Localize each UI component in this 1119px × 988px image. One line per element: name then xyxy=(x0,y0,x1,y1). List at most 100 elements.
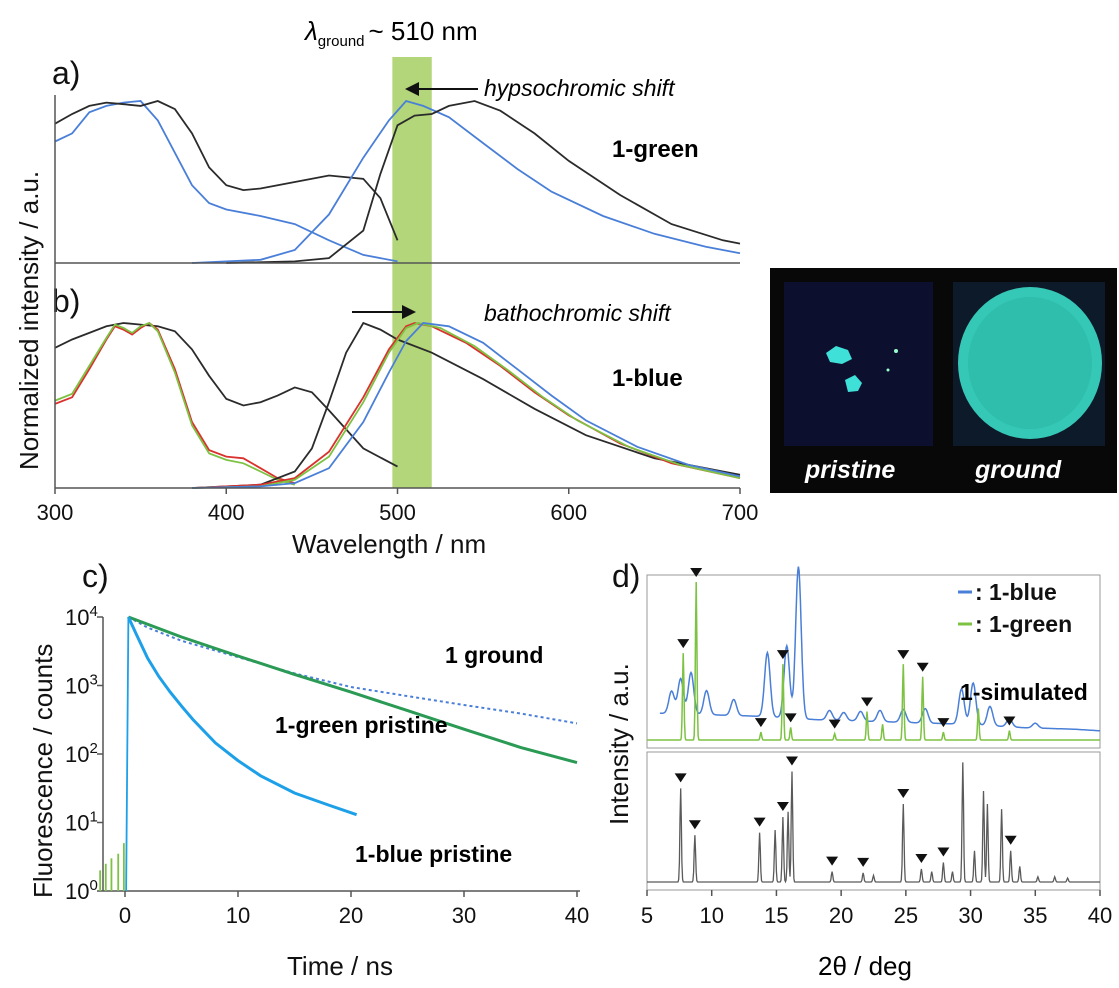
panel-d-top-marker xyxy=(937,718,950,728)
panel-c-series-2 xyxy=(127,616,358,817)
panel-d-top-frame xyxy=(646,574,1101,749)
panel-b-xtick-label: 700 xyxy=(722,500,759,525)
panel-b-xtick-label: 500 xyxy=(379,500,416,525)
bathochromic-label: bathochromic shift xyxy=(484,300,672,326)
panel-b-curve-4 xyxy=(191,322,741,489)
panel-a-label: a) xyxy=(52,55,80,91)
panel-c-rise xyxy=(125,616,130,892)
panel-d-top-marker xyxy=(754,718,767,728)
label-1-blue-pristine: 1-blue pristine xyxy=(355,841,512,867)
lambda-ground-annotation: λground ~ 510 nm xyxy=(303,16,478,50)
panel-d-label: d) xyxy=(612,558,640,594)
hypsochromic-label: hypsochromic shift xyxy=(484,75,676,101)
arrow-right xyxy=(352,305,416,319)
panel-d-xtick-label: 25 xyxy=(894,903,918,928)
panel-a-curve-0 xyxy=(54,100,398,263)
panel-d-xtick-label: 10 xyxy=(699,903,723,928)
panel-d-top-marker xyxy=(677,639,690,649)
panel-c-plot: 100 101 102 103 104 0 10 20 30 40 xyxy=(65,603,589,928)
panel-d-xtick-label: 30 xyxy=(958,903,982,928)
panel-d-xtick-label: 5 xyxy=(641,903,653,928)
panel-d-top-marker xyxy=(690,568,703,577)
panel-d-bottom-marker xyxy=(826,856,839,866)
panel-d-bottom-marker xyxy=(897,789,910,798)
panel-c-xtick-label: 30 xyxy=(452,903,476,928)
panel-c-ytick-label: 102 xyxy=(65,740,98,767)
panel-d-top-marker xyxy=(828,719,841,729)
green-band xyxy=(392,57,432,488)
panel-ab-ylabel: Normalized intensity / a.u. xyxy=(14,171,44,470)
panel-d-top-marker xyxy=(861,697,874,707)
panel-a-curve-3 xyxy=(226,100,741,264)
panel-d-bottom-marker xyxy=(857,857,870,867)
panel-c-ytick-label: 103 xyxy=(65,672,98,699)
panel-d-top-marker xyxy=(776,650,789,660)
pristine-crystals xyxy=(826,346,898,392)
panel-b-x-ticks: 300 400 500 600 700 xyxy=(37,488,759,525)
label-1-green-pristine: 1-green pristine xyxy=(275,712,448,738)
panel-c-series-1 xyxy=(127,615,578,765)
panel-d-simulated-pattern xyxy=(647,762,1100,884)
panel-d-xtick-label: 15 xyxy=(764,903,788,928)
label-1-simulated: 1-simulated xyxy=(960,679,1088,705)
panel-d-xtick-label: 40 xyxy=(1088,903,1112,928)
panel-ab-xlabel: Wavelength / nm xyxy=(292,529,486,559)
panel-a-curve-2 xyxy=(191,99,741,264)
photo-pristine-label: pristine xyxy=(804,456,895,484)
panel-a-plot xyxy=(54,99,741,264)
panel-d-top-marker xyxy=(916,662,929,672)
panel-b-xtick-label: 300 xyxy=(37,500,74,525)
label-1-green: 1-green xyxy=(612,136,699,163)
label-1-blue: 1-blue xyxy=(612,365,683,392)
panel-d-bottom-marker xyxy=(688,820,701,830)
panel-c-ytick-label: 104 xyxy=(65,603,98,630)
photo-panel: pristine ground xyxy=(770,268,1117,493)
panel-c-xtick-label: 10 xyxy=(226,903,250,928)
panel-d-legend: : 1-blue : 1-green xyxy=(958,579,1072,637)
panel-b-curve-6 xyxy=(191,322,741,489)
panel-c-xlabel: Time / ns xyxy=(287,951,393,981)
panel-b-label: b) xyxy=(52,283,80,319)
panel-d-bottom-marker xyxy=(915,854,928,863)
panel-b-curve-5 xyxy=(191,322,741,489)
panel-a-curve-1 xyxy=(54,100,399,241)
panel-d-bottom-marker xyxy=(776,802,789,811)
panel-b-plot xyxy=(54,321,741,489)
panel-d-blue-pattern xyxy=(659,566,1100,732)
panel-b-xtick-label: 600 xyxy=(550,500,587,525)
panel-c-ylabel: Fluorescence / counts xyxy=(28,644,58,898)
photo-ground-label: ground xyxy=(974,456,1062,484)
panel-b-curve-3 xyxy=(191,321,741,489)
panel-d-top-marker xyxy=(897,650,910,660)
panel-d-bottom-marker xyxy=(937,847,950,857)
panel-d-top-marker xyxy=(784,713,797,723)
legend-label-green: : 1-green xyxy=(975,611,1072,637)
panel-c-label: c) xyxy=(82,558,109,594)
panel-d-bottom-frame xyxy=(646,751,1101,891)
panel-c-series-0 xyxy=(127,616,578,725)
panel-d-xlabel: 2θ / deg xyxy=(818,951,912,981)
panel-d-green-pattern xyxy=(647,581,1100,741)
panel-d-bottom-marker xyxy=(785,756,798,766)
photo-pristine xyxy=(784,282,933,446)
legend-label-blue: : 1-blue xyxy=(975,579,1057,605)
panel-d-bottom-marker xyxy=(674,773,687,783)
label-1-ground: 1 ground xyxy=(445,642,543,668)
arrow-left xyxy=(405,82,478,96)
panel-b-curve-0 xyxy=(54,322,398,468)
panel-d-plot: 5 10 15 20 25 30 35 40 xyxy=(641,566,1112,928)
panel-c-xtick-label: 40 xyxy=(565,903,589,928)
panel-c-xtick-label: 20 xyxy=(339,903,363,928)
panel-d-top-marker xyxy=(1003,716,1016,726)
panel-b-xtick-label: 400 xyxy=(208,500,245,525)
panel-d-xtick-label: 35 xyxy=(1023,903,1047,928)
panel-c-xtick-label: 0 xyxy=(119,903,131,928)
panel-b-curve-2 xyxy=(54,321,296,486)
panel-c-ytick-label: 101 xyxy=(65,809,98,836)
panel-c-ytick-label: 100 xyxy=(65,877,98,904)
panel-d-bottom-marker xyxy=(753,817,766,827)
panel-d-ylabel: Intensity / a.u. xyxy=(604,663,634,825)
panel-d-xtick-label: 20 xyxy=(829,903,853,928)
panel-d-bottom-marker xyxy=(1004,835,1017,845)
